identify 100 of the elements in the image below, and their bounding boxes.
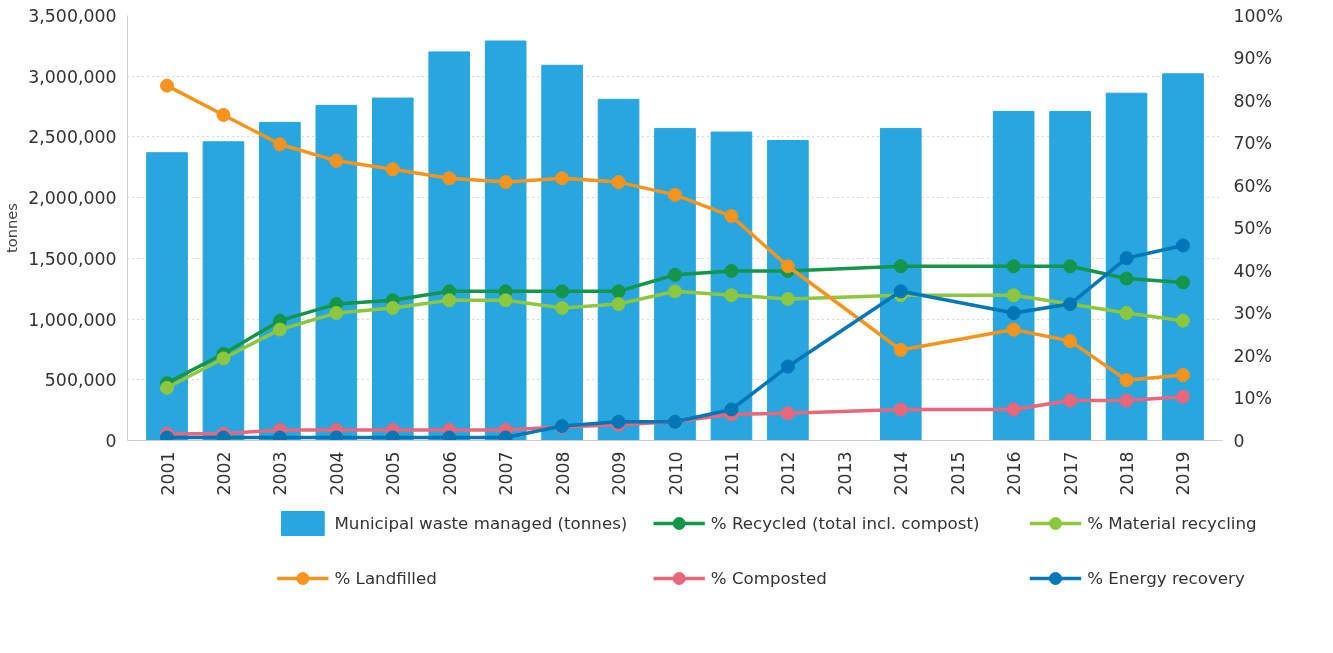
y-tick-label: 2,500,000: [28, 127, 117, 148]
point: [724, 263, 739, 278]
point: [272, 322, 287, 337]
bar: [541, 64, 583, 441]
point: [1175, 389, 1190, 404]
x-tick-label: 2008: [552, 451, 573, 496]
point: [1006, 322, 1021, 337]
x-tick-label: 2019: [1173, 451, 1194, 496]
point: [385, 300, 400, 315]
point: [1175, 275, 1190, 290]
y-tick-label: 2,000,000: [28, 188, 117, 209]
x-tick-label: 2003: [270, 451, 291, 496]
point: [1175, 238, 1190, 253]
point: [780, 259, 795, 274]
y2-tick-label: 80%: [1233, 90, 1273, 111]
point: [1119, 306, 1134, 320]
point: [216, 351, 231, 366]
point: [160, 380, 175, 395]
point: [668, 187, 682, 202]
point: [385, 162, 400, 177]
point: [1006, 402, 1021, 417]
legend-label: Municipal waste managed (tonnes): [334, 514, 628, 533]
y-tick-label: 500,000: [44, 370, 117, 391]
point: [1006, 259, 1021, 274]
x-tick-label: 2017: [1060, 451, 1081, 496]
legend-label: % Landfilled: [334, 569, 437, 588]
point: [1006, 306, 1021, 320]
point: [1119, 271, 1134, 286]
point: [1063, 259, 1078, 274]
bar: [146, 152, 188, 441]
legend-label: % Material recycling: [1087, 514, 1257, 533]
bar: [992, 110, 1035, 441]
y-tick-label: 3,000,000: [28, 66, 117, 87]
point: [1063, 334, 1078, 349]
legend-label: % Energy recovery: [1087, 569, 1245, 588]
point: [611, 175, 626, 190]
point: [555, 284, 570, 299]
legend-label: % Recycled (total incl. compost): [710, 514, 980, 533]
x-tick-label: 2018: [1117, 451, 1138, 496]
point: [272, 137, 287, 152]
point: [893, 259, 908, 274]
x-tick-label: 2014: [891, 451, 912, 496]
x-tick-label: 2006: [439, 451, 460, 496]
x-tick-label: 2007: [496, 451, 517, 496]
point: [893, 342, 908, 357]
point: [1119, 251, 1134, 266]
point: [1119, 393, 1134, 408]
point: [555, 300, 570, 315]
point: [780, 359, 795, 374]
bar: [1162, 73, 1204, 441]
y2-tick-label: 0: [1233, 430, 1245, 451]
point: [668, 267, 682, 282]
point: [893, 402, 908, 417]
point: [1119, 373, 1134, 388]
point: [724, 209, 739, 224]
x-tick-label: 2011: [721, 451, 742, 496]
point: [668, 284, 682, 299]
y2-tick-label: 50%: [1233, 218, 1273, 238]
point: [893, 284, 908, 299]
point: [780, 291, 795, 306]
y-axis-title: tonnes: [3, 203, 21, 253]
x-tick-label: 2016: [1004, 451, 1025, 496]
x-tick-label: 2005: [383, 451, 404, 496]
point: [329, 153, 344, 168]
point: [498, 293, 513, 308]
point: [724, 288, 739, 303]
x-tick-label: 2010: [665, 451, 686, 496]
y2-tick-label: 10%: [1233, 388, 1273, 408]
point: [442, 171, 457, 186]
y-tick-label: 1,000,000: [28, 309, 117, 330]
point: [442, 293, 457, 308]
y-tick-label: 0: [105, 431, 117, 451]
x-tick-label: 2001: [157, 451, 178, 496]
bar: [1049, 110, 1091, 441]
x-tick-label: 2002: [213, 451, 234, 496]
bar: [371, 97, 414, 441]
bar: [597, 98, 640, 441]
point: [329, 306, 344, 320]
y2-tick-label: 90%: [1233, 48, 1273, 68]
point: [555, 171, 570, 186]
point: [1006, 288, 1021, 303]
bar: [484, 40, 527, 441]
bar: [202, 141, 245, 441]
point: [216, 107, 231, 122]
bar: [710, 131, 753, 441]
bar: [879, 127, 922, 441]
point: [611, 284, 626, 299]
point: [724, 402, 739, 417]
point: [780, 406, 795, 421]
point: [611, 297, 626, 312]
y2-tick-label: 20%: [1233, 345, 1273, 366]
bar: [428, 51, 471, 441]
y-tick-label: 3,500,000: [28, 6, 117, 26]
legend-label: % Composted: [710, 569, 827, 588]
y2-tick-label: 30%: [1233, 303, 1273, 323]
y2-tick-label: 60%: [1233, 175, 1273, 196]
y2-tick-label: 40%: [1233, 260, 1273, 281]
bar: [315, 104, 358, 441]
y2-tick-label: 70%: [1233, 133, 1273, 153]
x-tick-label: 2015: [947, 451, 968, 496]
